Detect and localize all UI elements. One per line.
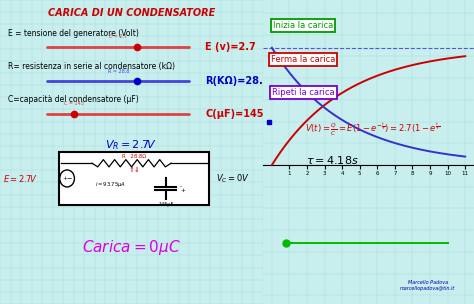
Text: ⇑⇓: ⇑⇓	[128, 167, 140, 173]
Text: +−: +−	[62, 176, 73, 181]
Text: R(KΩ)=28.8: R(KΩ)=28.8	[205, 76, 270, 86]
Text: E (v)=2.7: E (v)=2.7	[205, 42, 256, 52]
Text: $Carica = 0\mu C$: $Carica = 0\mu C$	[82, 238, 181, 257]
Text: $E = 2.7V$: $E = 2.7V$	[3, 173, 38, 184]
Text: Inizia la carica: Inizia la carica	[273, 21, 333, 30]
Text: $V_C = 0V$: $V_C = 0V$	[216, 172, 250, 185]
Text: CARICA DI UN CONDENSATORE: CARICA DI UN CONDENSATORE	[48, 8, 215, 18]
Text: C(μF)=145: C(μF)=145	[205, 109, 264, 119]
Text: Marcello Padova
marcellopadova@tin.it: Marcello Padova marcellopadova@tin.it	[400, 280, 455, 291]
Text: 145μF: 145μF	[158, 202, 173, 207]
FancyBboxPatch shape	[59, 152, 209, 205]
Text: C=capacità del condensatore (μF): C=capacità del condensatore (μF)	[8, 95, 138, 104]
Text: $V_R = 2.7V$: $V_R = 2.7V$	[105, 138, 158, 152]
Text: Ferma la carica: Ferma la carica	[271, 55, 335, 64]
Text: E = tensione del generatore (Volt): E = tensione del generatore (Volt)	[8, 29, 139, 38]
Text: $V(t) = \frac{Q}{C} = E(1-e^{-\frac{t}{\tau}}) = 2.7(1-e^{\frac{t}{\tau}}$: $V(t) = \frac{Q}{C} = E(1-e^{-\frac{t}{\…	[305, 120, 440, 138]
Text: -: -	[180, 185, 182, 189]
Text: Ripeti la carica: Ripeti la carica	[272, 88, 335, 97]
Text: $\tau = 4.18s$: $\tau = 4.18s$	[306, 154, 359, 166]
Text: R   28.8Ω: R 28.8Ω	[122, 154, 146, 158]
Text: R= resistenza in serie al condensatore (kΩ): R= resistenza in serie al condensatore (…	[8, 62, 175, 71]
Text: +: +	[180, 188, 185, 192]
Text: C = 145: C = 145	[64, 102, 83, 106]
Text: $i = 93.75\mu A$: $i = 93.75\mu A$	[95, 180, 126, 189]
Text: R = 28.8: R = 28.8	[108, 69, 129, 74]
Text: E = 2.7: E = 2.7	[109, 34, 128, 39]
